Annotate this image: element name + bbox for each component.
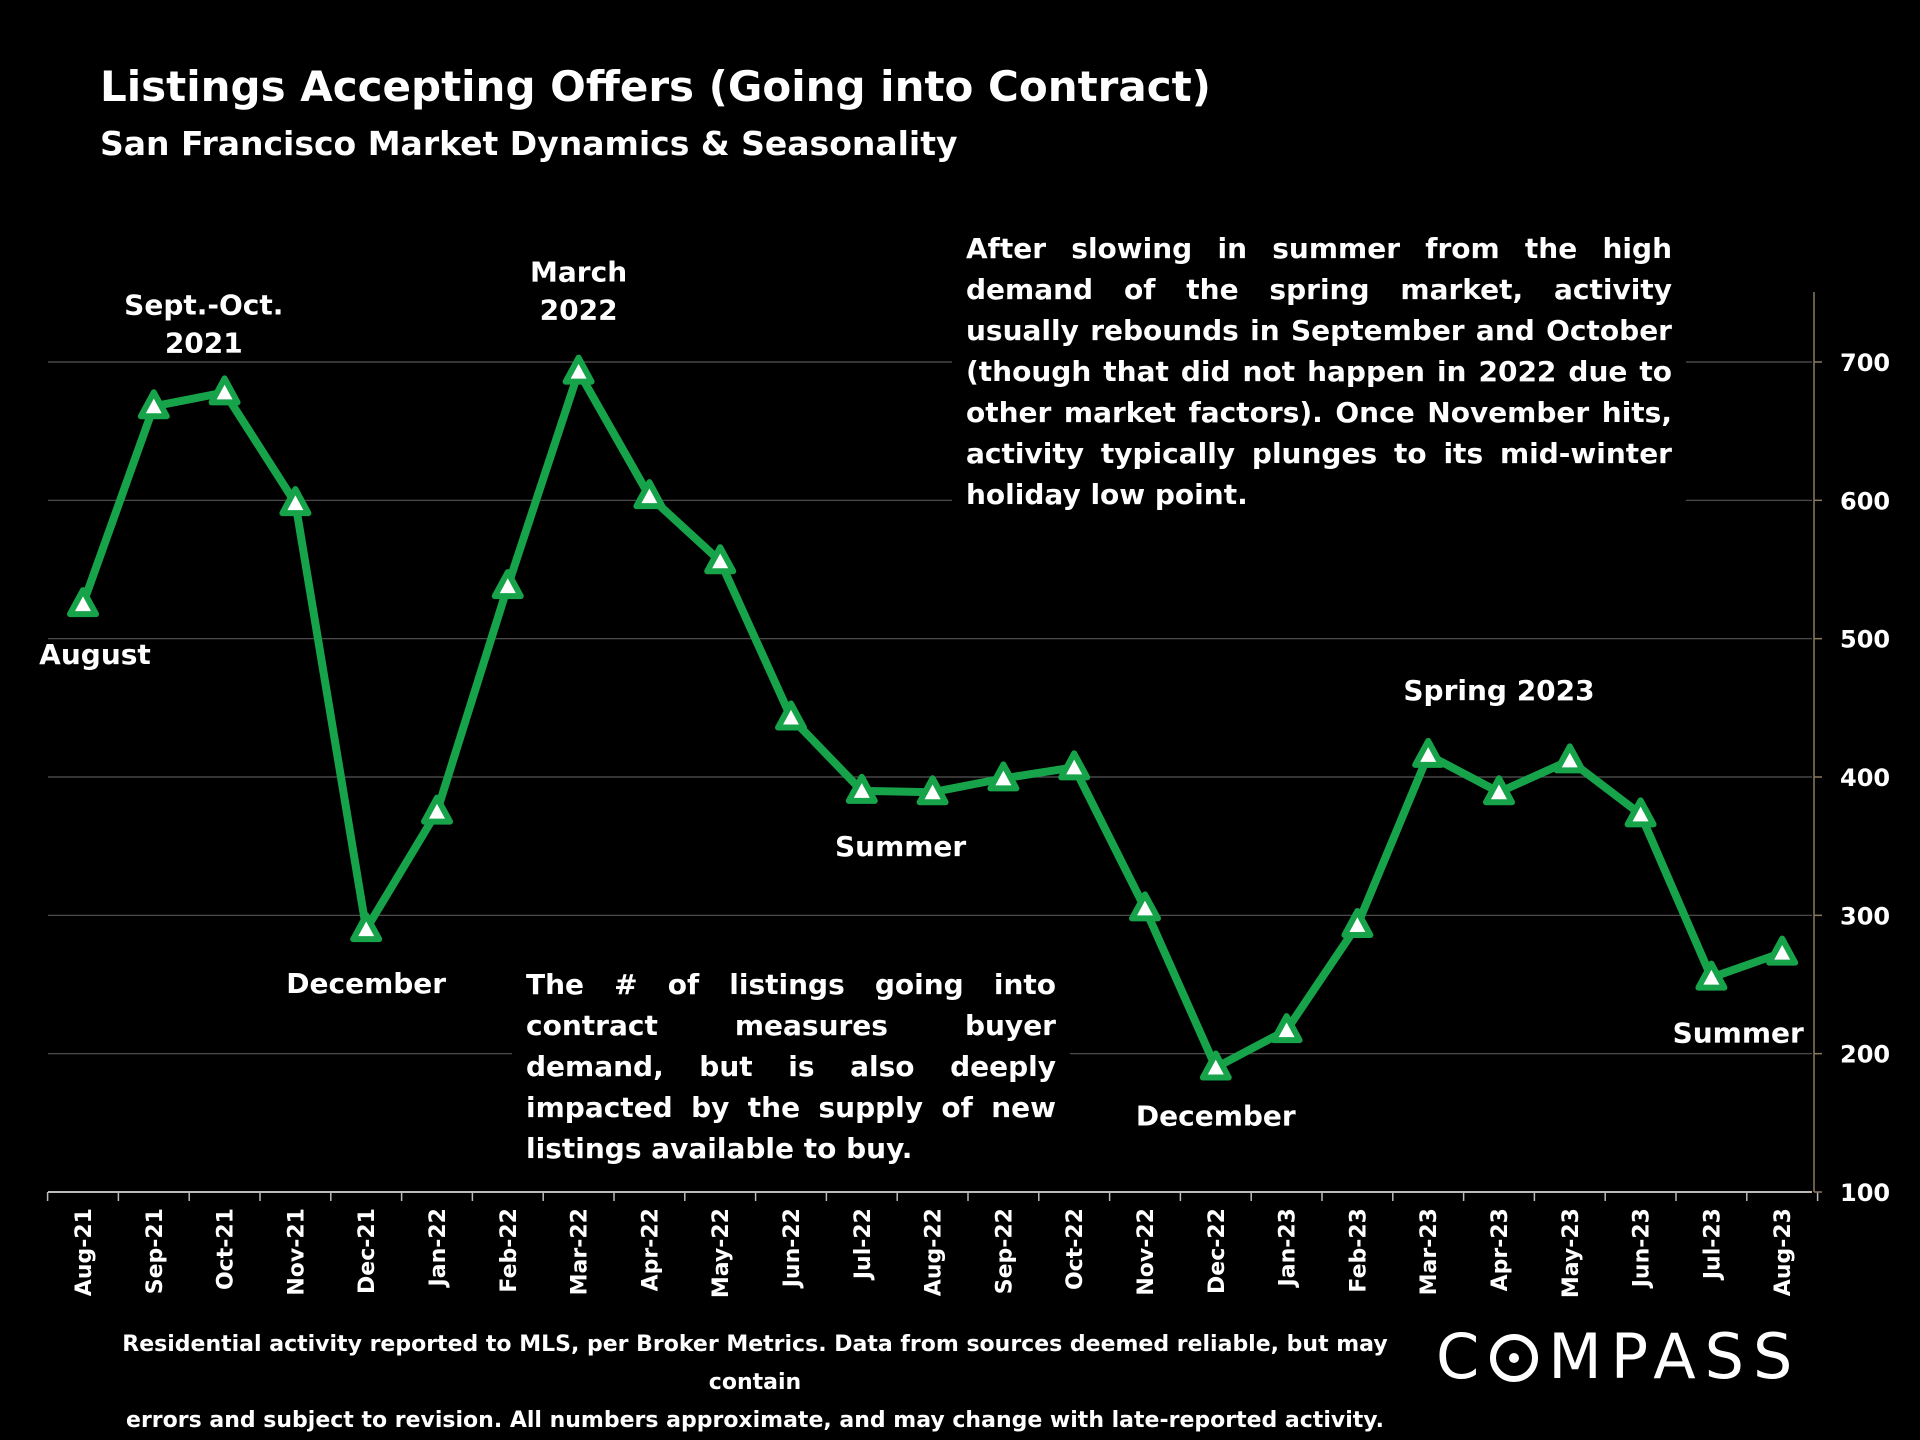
logo-o-mark-icon (1490, 1334, 1539, 1382)
annotation-label: 2021 (165, 326, 243, 359)
compass-logo: C MPASS (1436, 1320, 1801, 1393)
footer-line-2: errors and subject to revision. All numb… (126, 1408, 1384, 1433)
annotation-label: 2022 (540, 294, 618, 327)
data-point-marker (633, 479, 666, 510)
logo-text-start: C (1436, 1320, 1489, 1393)
data-point-marker (1483, 775, 1515, 806)
annotation-label: December (286, 967, 446, 1000)
x-tick-label: Apr-23 (1488, 1208, 1513, 1291)
data-point-marker (987, 761, 1020, 792)
data-point-marker (137, 389, 170, 420)
x-tick-label: Jun-23 (1630, 1208, 1655, 1289)
data-point-marker (1766, 935, 1799, 966)
annotation-label: Sept.-Oct. (124, 288, 283, 321)
data-point-marker (491, 569, 524, 600)
annotation-label: Spring 2023 (1403, 674, 1594, 707)
data-point-marker (1695, 960, 1728, 991)
annotation-label: Summer (835, 830, 966, 863)
data-point-marker (704, 544, 737, 575)
chart-title: Listings Accepting Offers (Going into Co… (100, 62, 1211, 111)
x-tick-label: Jul-23 (1700, 1208, 1725, 1281)
x-tick-label: May-22 (709, 1208, 734, 1298)
data-point-marker (1412, 737, 1445, 768)
y-tick-label: 500 (1840, 626, 1890, 654)
x-tick-label: Apr-22 (638, 1208, 663, 1291)
footer-line-1: Residential activity reported to MLS, pe… (122, 1332, 1388, 1395)
data-point-marker (279, 486, 312, 517)
logo-text-end: MPASS (1548, 1320, 1802, 1393)
x-tick-label: Jul-22 (851, 1208, 876, 1281)
x-tick-label: Oct-22 (1063, 1208, 1088, 1290)
x-tick-label: Oct-21 (214, 1208, 239, 1290)
data-point-marker (208, 375, 241, 406)
x-tick-label: Aug-21 (72, 1208, 97, 1296)
x-tick-label: May-23 (1559, 1208, 1584, 1298)
x-tick-label: Sep-22 (992, 1208, 1017, 1294)
y-tick-label: 700 (1840, 349, 1890, 377)
data-point-marker (1058, 750, 1091, 781)
annotation-label: Summer (1673, 1017, 1804, 1050)
y-tick-label: 200 (1840, 1041, 1890, 1069)
data-point-marker (1270, 1013, 1303, 1044)
x-tick-label: Mar-23 (1417, 1208, 1442, 1295)
x-tick-label: Dec-22 (1205, 1208, 1230, 1294)
x-tick-label: Nov-22 (1134, 1208, 1159, 1296)
annotation-note-bottom: The # of listings going into contract me… (512, 960, 1070, 1173)
annotation-label: August (39, 638, 151, 671)
x-tick-label: Jan-22 (426, 1208, 451, 1288)
x-tick-label: Dec-21 (355, 1208, 380, 1294)
annotation-label: December (1136, 1100, 1296, 1133)
data-point-marker (1129, 891, 1161, 922)
data-point-marker (775, 700, 807, 731)
y-tick-label: 100 (1840, 1179, 1890, 1207)
data-point-marker (845, 773, 878, 804)
y-tick-label: 400 (1840, 764, 1890, 792)
data-point-marker (421, 794, 453, 825)
x-tick-label: Feb-22 (497, 1208, 522, 1293)
data-point-marker (1624, 797, 1657, 828)
data-point-marker (1199, 1050, 1232, 1081)
annotations: August Sept.-Oct. 2021 December March 2022 Sum… (39, 256, 1804, 1133)
y-tick-label: 300 (1840, 902, 1890, 930)
series-line (67, 354, 1799, 1081)
x-tick-label: Aug-22 (922, 1208, 947, 1296)
data-point-marker (562, 354, 595, 385)
x-tick-label: Jun-22 (780, 1208, 805, 1289)
footer-disclaimer: Residential activity reported to MLS, pe… (90, 1326, 1420, 1440)
y-tick-label: 600 (1840, 487, 1890, 515)
x-tick-label: Aug-23 (1771, 1208, 1796, 1296)
annotation-note-top: After slowing in summer from the high de… (952, 224, 1686, 519)
data-point-marker (350, 912, 383, 943)
data-point-marker (67, 587, 99, 618)
chart-subtitle: San Francisco Market Dynamics & Seasonal… (100, 124, 958, 163)
x-tick-label: Jan-23 (1276, 1208, 1301, 1288)
data-point-marker (1341, 908, 1374, 939)
x-axis: Aug-21 Sep-21 Oct-21 Nov-21 Dec-21 Jan-22 Feb-… (46, 1191, 1819, 1298)
annotation-label: March (530, 256, 627, 289)
x-tick-label: Sep-21 (143, 1208, 168, 1294)
x-tick-label: Mar-22 (568, 1208, 593, 1295)
x-tick-label: Feb-23 (1346, 1208, 1371, 1293)
data-point-marker (916, 775, 949, 806)
x-tick-label: Nov-21 (284, 1208, 309, 1296)
y-axis: 100 200 300 400 500 600 700 (1813, 292, 1890, 1207)
data-point-marker (1553, 743, 1586, 774)
